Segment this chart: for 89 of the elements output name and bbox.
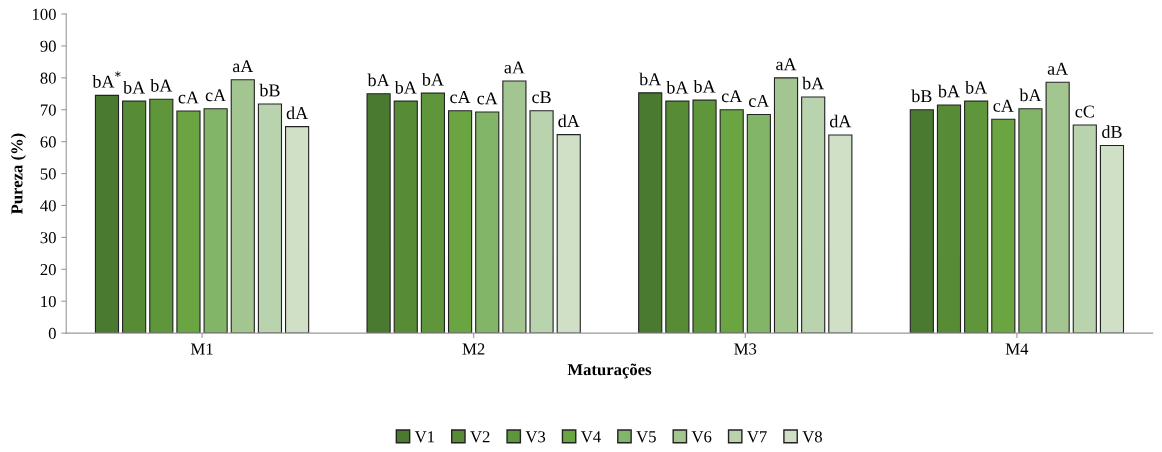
y-tick-label: 80 <box>40 72 56 84</box>
x-tick-label: M1 <box>190 343 213 355</box>
bar <box>447 110 473 334</box>
data-label: bA <box>802 76 825 90</box>
legend-label: V7 <box>747 431 767 443</box>
y-tick-label: 40 <box>40 200 56 212</box>
bar <box>502 80 527 334</box>
bar <box>964 100 989 334</box>
legend-label: V1 <box>414 431 435 443</box>
bar <box>936 104 962 334</box>
data-label: cA <box>450 91 471 104</box>
data-label: aA <box>776 58 797 71</box>
bar <box>1018 108 1043 334</box>
bar <box>1099 144 1125 334</box>
bar <box>203 108 228 334</box>
legend-label: V3 <box>525 431 546 443</box>
data-label: aA <box>1047 62 1069 75</box>
bar <box>285 126 310 334</box>
data-label: cA <box>721 90 743 103</box>
data-label: bA <box>394 80 417 94</box>
bar <box>991 118 1016 334</box>
bar <box>1045 81 1070 334</box>
data-label: bA <box>367 73 390 87</box>
data-label: bA <box>666 80 689 94</box>
bar <box>665 100 690 334</box>
data-label: cC <box>1075 105 1094 118</box>
bar <box>746 113 771 334</box>
data-label: aA <box>504 61 525 74</box>
data-label: dA <box>286 106 309 120</box>
y-tick-label: 100 <box>32 8 56 20</box>
y-tick-label: 20 <box>40 264 56 276</box>
data-label: bA <box>421 72 444 86</box>
legend-label: V5 <box>636 431 656 443</box>
bar <box>420 92 446 334</box>
legend-label: V8 <box>802 431 822 443</box>
x-tick-label: M4 <box>1005 343 1029 355</box>
data-label: bB <box>911 89 932 103</box>
data-label: cA <box>749 94 770 108</box>
data-label: cA <box>993 99 1014 112</box>
data-label: cA <box>205 89 227 102</box>
legend-label: V6 <box>691 431 712 443</box>
y-tick-label: 10 <box>41 295 56 308</box>
y-tick-label: 30 <box>40 232 56 244</box>
bar <box>801 96 826 334</box>
data-label: bA <box>937 84 960 98</box>
data-label: bA$^{*}$ <box>92 71 121 88</box>
data-label: bA <box>693 79 716 93</box>
data-label: cB <box>532 91 551 104</box>
bar <box>475 111 500 334</box>
x-tick-label: M2 <box>462 343 485 355</box>
data-label: bB <box>259 83 280 97</box>
bar <box>1072 124 1097 334</box>
bar <box>719 109 744 334</box>
x-tick-label: M3 <box>734 343 757 355</box>
bar <box>556 134 581 334</box>
data-label: cA <box>178 91 199 104</box>
bar <box>122 100 147 334</box>
bar <box>149 98 174 334</box>
data-label: cA <box>477 92 498 105</box>
legend-label: V2 <box>470 431 490 443</box>
y-axis-title: Pureza (%) <box>10 133 26 215</box>
y-tick-label: 0 <box>48 327 56 340</box>
bar <box>94 94 120 334</box>
bar <box>692 99 717 334</box>
data-label: bA <box>1019 88 1042 102</box>
bar <box>773 77 799 334</box>
data-label: bA <box>639 72 662 86</box>
bar <box>638 92 663 334</box>
bar <box>366 93 391 334</box>
data-label: bA <box>150 79 173 92</box>
data-label: aA <box>232 60 254 73</box>
data-label: bA <box>965 80 988 94</box>
bar <box>257 103 283 334</box>
data-label: dA <box>829 114 852 128</box>
y-tick-label: 50 <box>40 168 56 180</box>
data-label: bA <box>123 80 146 94</box>
bar <box>393 100 418 334</box>
legend-label: V4 <box>580 431 601 443</box>
y-tick-label: 70 <box>40 104 56 116</box>
data-label: dA <box>558 114 580 128</box>
bar <box>909 109 934 334</box>
bar <box>828 134 853 334</box>
x-axis-title: Maturações <box>567 363 652 379</box>
data-label: dB <box>1102 125 1122 138</box>
bar <box>230 79 255 334</box>
y-tick-label: 60 <box>40 136 56 148</box>
bar <box>529 110 554 334</box>
bar <box>176 110 201 334</box>
y-tick-label: 90 <box>40 40 56 52</box>
